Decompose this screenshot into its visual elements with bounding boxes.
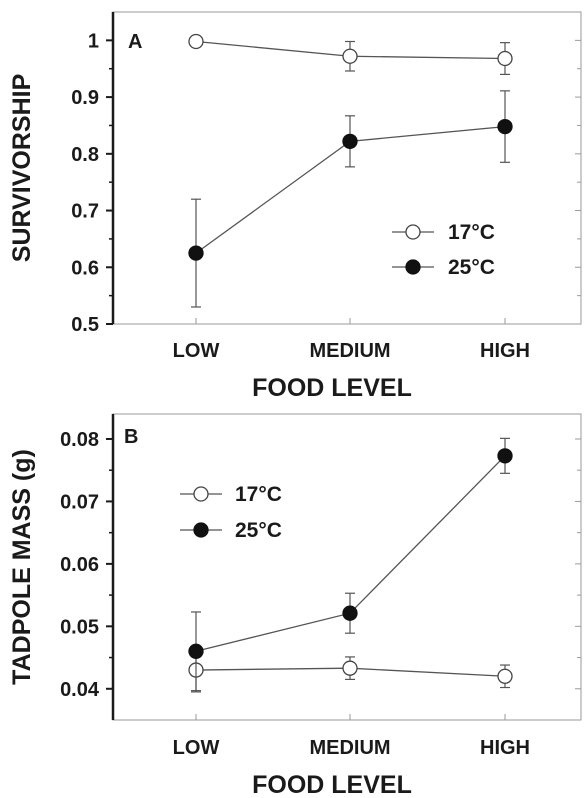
legend-entry-25c: 25°C <box>392 256 495 279</box>
data-point <box>188 643 204 659</box>
data-point <box>497 118 513 135</box>
data-point <box>188 245 204 261</box>
data-point <box>342 48 358 64</box>
series-25c <box>188 437 513 692</box>
legend-marker <box>405 259 421 275</box>
data-point <box>342 660 358 676</box>
legend-label: 17°C <box>235 483 282 506</box>
y-tick-label: 0.8 <box>71 144 99 166</box>
x-axis-label: FOOD LEVEL <box>252 374 412 402</box>
data-point <box>342 133 358 149</box>
y-axis-label: SURVIVORSHIP <box>8 74 36 262</box>
y-tick-label: 0.08 <box>60 429 99 451</box>
series-17c <box>188 647 513 693</box>
y-tick-label: 0.5 <box>71 314 99 336</box>
data-point <box>497 448 513 464</box>
legend-marker <box>193 522 209 538</box>
x-tick-label: LOW <box>173 340 220 362</box>
series-17c <box>188 33 513 76</box>
legend-marker <box>193 486 209 502</box>
series-25c <box>188 90 513 308</box>
y-tick-label: 0.6 <box>71 257 99 279</box>
data-point <box>497 50 513 67</box>
y-tick-label: 0.9 <box>71 87 99 109</box>
x-tick-label: HIGH <box>480 737 530 759</box>
data-point <box>342 605 358 621</box>
y-tick-label: 0.04 <box>60 679 100 701</box>
x-tick-label: HIGH <box>480 340 530 362</box>
legend-entry-17c: 17°C <box>392 221 495 244</box>
y-tick-label: 0.07 <box>60 491 99 513</box>
y-tick-label: 0.06 <box>60 554 99 576</box>
x-tick-label: MEDIUM <box>309 737 390 759</box>
legend-entry-17c: 17°C <box>180 483 282 506</box>
y-tick-label: 1 <box>88 30 99 52</box>
x-axis-label: FOOD LEVEL <box>252 771 412 798</box>
x-tick-label: MEDIUM <box>309 340 390 362</box>
panel-b: 0.04 0.05 0.06 0.07 0.08 LOW MEDIUM HIGH FOOD LE… <box>8 413 582 798</box>
data-point <box>188 33 204 50</box>
legend-label: 17°C <box>448 221 495 244</box>
legend-marker <box>405 224 421 240</box>
y-tick-label: 0.05 <box>60 616 99 638</box>
panel-a: 0.5 0.6 0.7 0.8 0.9 1 LOW MEDIUM HIGH FOOD LEVEL S… <box>8 11 582 402</box>
x-tick-label: LOW <box>173 737 220 759</box>
panel-letter: A <box>128 31 142 53</box>
data-point <box>497 668 513 684</box>
legend-label: 25°C <box>448 256 495 279</box>
legend-entry-25c: 25°C <box>180 519 282 542</box>
y-tick-label: 0.7 <box>71 201 99 223</box>
legend-label: 25°C <box>235 519 282 542</box>
y-axis-label: TADPOLE MASS (g) <box>8 449 36 685</box>
panel-letter: B <box>124 426 138 448</box>
